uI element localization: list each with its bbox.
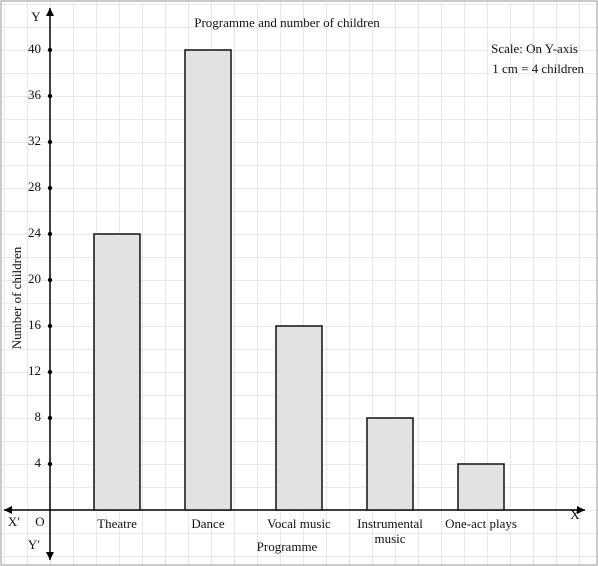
y-tick-label: 12	[28, 363, 41, 378]
axis-letter: Y	[31, 9, 41, 24]
bar	[457, 463, 505, 511]
tick-mark	[47, 93, 53, 99]
tick-mark	[47, 369, 53, 375]
tick-mark	[47, 415, 53, 421]
tick-mark	[47, 185, 53, 191]
x-tick-label: Vocal music	[267, 516, 331, 531]
bar	[93, 233, 141, 511]
x-tick-label: Theatre	[97, 516, 137, 531]
chart-title: Programme and number of children	[194, 15, 380, 30]
axis-letter: O	[35, 514, 44, 529]
x-tick-label: Instrumental music	[357, 516, 423, 546]
y-tick-label: 8	[35, 409, 42, 424]
y-tick-label: 40	[28, 41, 41, 56]
bar	[184, 49, 232, 511]
tick-mark	[47, 47, 53, 53]
scale-note: 1 cm = 4 children	[492, 61, 584, 76]
x-tick-label: Dance	[191, 516, 225, 531]
tick-mark	[47, 461, 53, 467]
y-axis-label: Number of children	[9, 246, 24, 349]
scale-note: Scale: On Y-axis	[491, 41, 578, 56]
axis-letter: Y′	[28, 537, 40, 552]
axis-letter: X′	[8, 514, 20, 529]
y-tick-label: 20	[28, 271, 41, 286]
bar	[366, 417, 414, 511]
tick-mark	[47, 323, 53, 329]
x-tick-label: One-act plays	[445, 516, 517, 531]
tick-mark	[47, 231, 53, 237]
axis-letter: X	[570, 507, 580, 522]
tick-mark	[47, 139, 53, 145]
x-axis-label: Programme	[257, 539, 318, 554]
y-tick-label: 32	[28, 133, 41, 148]
y-tick-label: 24	[28, 225, 42, 240]
y-tick-label: 36	[28, 87, 42, 102]
y-tick-label: 28	[28, 179, 41, 194]
bar	[275, 325, 323, 511]
y-tick-label: 16	[28, 317, 42, 332]
tick-mark	[47, 277, 53, 283]
y-tick-label: 4	[35, 455, 42, 470]
